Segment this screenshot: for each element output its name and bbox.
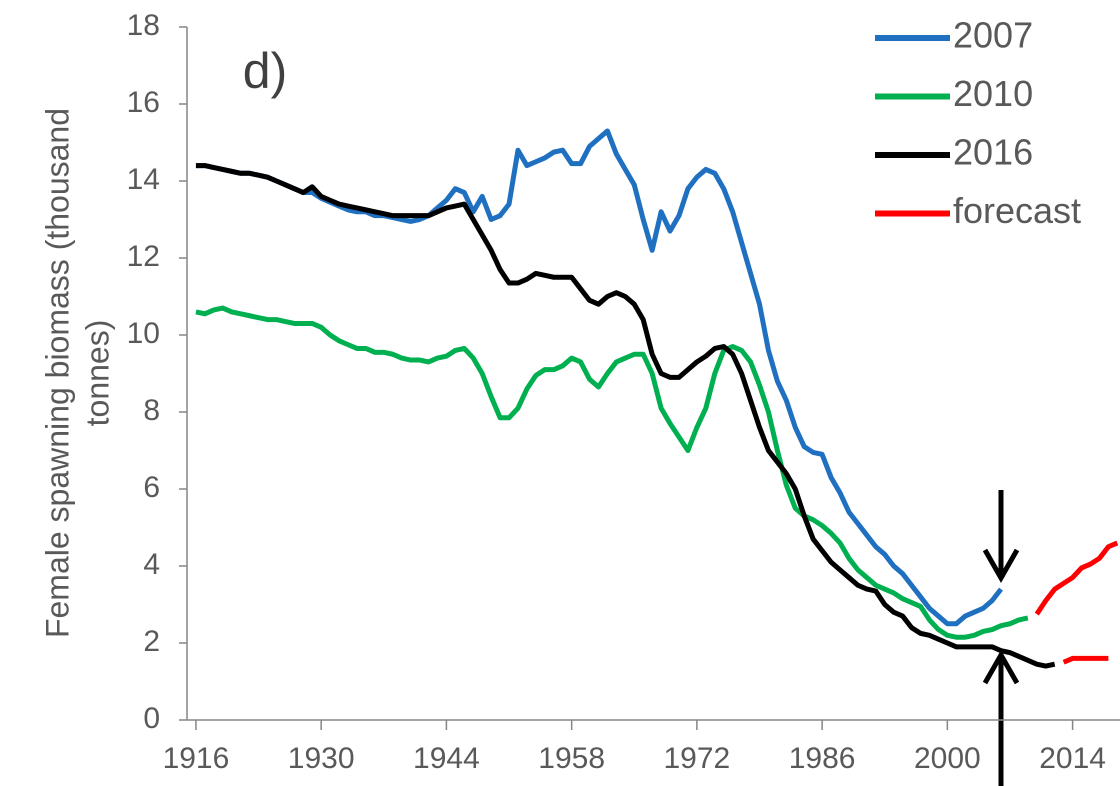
y-axis-title: Female spawning biomass (thousand tonnes… <box>39 108 115 638</box>
x-tick-label: 2000 <box>914 742 981 775</box>
y-tick-label: 12 <box>127 240 160 273</box>
plot-area <box>195 128 1119 669</box>
series-line <box>195 305 1029 640</box>
y-label-line: Female spawning biomass (thousand <box>39 108 75 638</box>
x-tick-label: 1972 <box>664 742 731 775</box>
arrow-head <box>982 649 1020 685</box>
x-tick-label: 1944 <box>413 742 480 775</box>
x-tick-label: 2014 <box>1039 742 1106 775</box>
legend-label: 2010 <box>953 73 1033 114</box>
y-label-line: tonnes) <box>79 320 115 427</box>
arrow-head <box>982 548 1020 584</box>
y-tick-label: 18 <box>127 9 160 42</box>
legend-label: 2016 <box>953 132 1033 173</box>
y-tick-label: 6 <box>143 471 160 504</box>
x-tick-label: 1916 <box>163 742 230 775</box>
legend-label: 2007 <box>953 15 1033 56</box>
y-tick-label: 10 <box>127 317 160 350</box>
y-tick-label: 16 <box>127 86 160 119</box>
series-line <box>1034 540 1119 616</box>
panel-label: d) <box>243 43 287 99</box>
series-line <box>195 163 1056 669</box>
y-tick-label: 4 <box>143 548 160 581</box>
arrows <box>982 490 1020 786</box>
y-tick-label: 8 <box>143 394 160 427</box>
series-line <box>195 128 1004 627</box>
y-tick-label: 14 <box>127 163 160 196</box>
y-tick-label: 2 <box>143 625 160 658</box>
x-tick-label: 1986 <box>789 742 856 775</box>
y-tick-label: 0 <box>143 702 160 735</box>
legend: 2007 2010 2016 forecast <box>875 15 1081 231</box>
x-tick-label: 1930 <box>288 742 355 775</box>
series-line <box>1062 655 1109 665</box>
legend-label: forecast <box>953 190 1081 231</box>
x-tick-label: 1958 <box>538 742 605 775</box>
